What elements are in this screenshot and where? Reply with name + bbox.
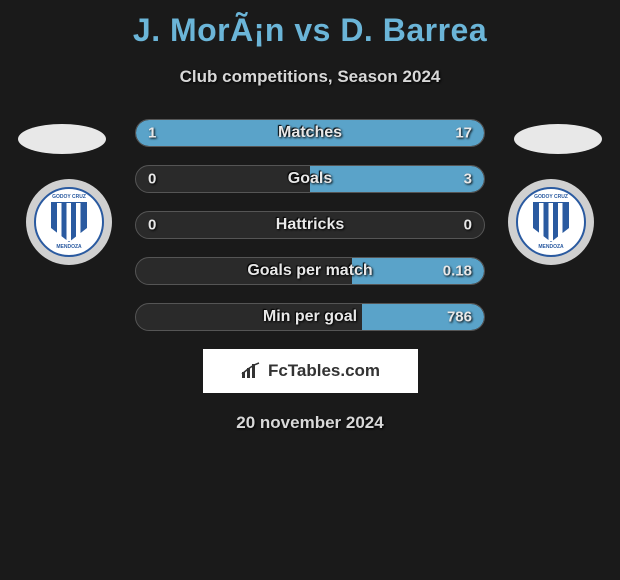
club-badge-right: GODOY CRUZ MENDOZA <box>508 179 594 265</box>
stat-row: Goals per match 0.18 <box>135 257 485 285</box>
stat-value-left: 1 <box>148 125 156 142</box>
stat-label: Goals <box>288 170 332 188</box>
logo-text: FcTables.com <box>268 361 380 381</box>
badge-text-bottom: MENDOZA <box>56 244 81 250</box>
stat-value-right: 786 <box>447 309 472 326</box>
badge-text-top: GODOY CRUZ <box>534 194 568 200</box>
subtitle: Club competitions, Season 2024 <box>0 67 620 87</box>
player-photo-left <box>18 124 106 154</box>
stat-row: Goals 0 3 <box>135 165 485 193</box>
player-photo-right <box>514 124 602 154</box>
date-label: 20 november 2024 <box>0 413 620 433</box>
stats-area: GODOY CRUZ MENDOZA GODOY CRUZ MENDOZA Ma… <box>0 119 620 331</box>
stat-value-left: 0 <box>148 217 156 234</box>
stat-label: Min per goal <box>263 308 357 326</box>
fctables-logo: FcTables.com <box>203 349 418 393</box>
page-title: J. MorÃ¡n vs D. Barrea <box>0 0 620 49</box>
stat-bars: Matches 1 17 Goals 0 3 Hattricks 0 0 Goals per ma… <box>135 119 485 331</box>
badge-text-bottom: MENDOZA <box>538 244 563 250</box>
stat-value-left: 0 <box>148 171 156 188</box>
stat-label: Goals per match <box>247 262 372 280</box>
bar-fill-right <box>310 166 484 192</box>
stat-row: Min per goal 786 <box>135 303 485 331</box>
shield-icon <box>533 202 569 242</box>
stat-label: Matches <box>278 124 342 142</box>
stat-row: Matches 1 17 <box>135 119 485 147</box>
club-badge-left: GODOY CRUZ MENDOZA <box>26 179 112 265</box>
chart-icon <box>240 362 262 380</box>
stat-label: Hattricks <box>276 216 344 234</box>
stat-value-right: 0.18 <box>443 263 472 280</box>
stat-value-right: 17 <box>455 125 472 142</box>
stat-row: Hattricks 0 0 <box>135 211 485 239</box>
shield-icon <box>51 202 87 242</box>
stat-value-right: 0 <box>464 217 472 234</box>
stat-value-right: 3 <box>464 171 472 188</box>
badge-text-top: GODOY CRUZ <box>52 194 86 200</box>
